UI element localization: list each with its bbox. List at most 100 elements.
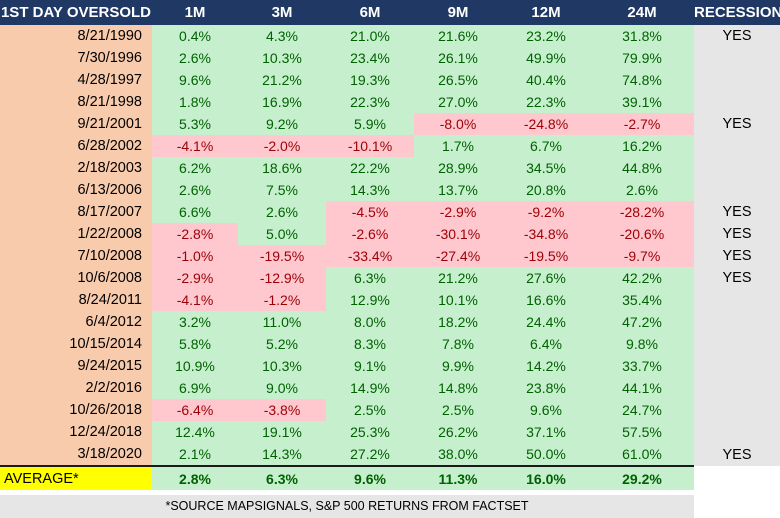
average-value-1m: 2.8% [152, 465, 238, 490]
return-cell-24m: 57.5% [590, 421, 694, 443]
recession-cell [694, 333, 780, 355]
return-cell-24m: -20.6% [590, 223, 694, 245]
return-cell-6m: -2.6% [326, 223, 414, 245]
return-cell-6m: -4.5% [326, 201, 414, 223]
return-cell-1m: 2.6% [152, 179, 238, 201]
recession-cell: YES [694, 25, 780, 47]
return-cell-6m: 12.9% [326, 289, 414, 311]
return-cell-6m: 5.9% [326, 113, 414, 135]
average-value-12m: 16.0% [502, 465, 590, 490]
return-cell-1m: 5.3% [152, 113, 238, 135]
return-cell-1m: 9.6% [152, 69, 238, 91]
return-cell-1m: 2.1% [152, 443, 238, 466]
date-cell: 3/18/2020 [0, 443, 152, 466]
table-row: 2/2/2016 6.9% 9.0% 14.9% 14.8% 23.8% 44.1% [0, 377, 780, 399]
return-cell-3m: -3.8% [238, 399, 326, 421]
col-header-recession: RECESSION [694, 0, 780, 25]
return-cell-3m: 21.2% [238, 69, 326, 91]
return-cell-3m: 18.6% [238, 157, 326, 179]
return-cell-6m: 22.2% [326, 157, 414, 179]
return-cell-6m: 9.1% [326, 355, 414, 377]
recession-cell [694, 157, 780, 179]
return-cell-3m: 7.5% [238, 179, 326, 201]
return-cell-24m: 79.9% [590, 47, 694, 69]
return-cell-9m: 26.1% [414, 47, 502, 69]
return-cell-9m: 21.6% [414, 25, 502, 47]
recession-cell [694, 91, 780, 113]
return-cell-9m: -8.0% [414, 113, 502, 135]
return-cell-12m: 22.3% [502, 91, 590, 113]
table-row: 1/22/2008 -2.8% 5.0% -2.6% -30.1% -34.8% -20.6… [0, 223, 780, 245]
col-header-12m: 12M [502, 0, 590, 25]
date-cell: 7/30/1996 [0, 47, 152, 69]
average-value-9m: 11.3% [414, 465, 502, 490]
date-cell: 2/2/2016 [0, 377, 152, 399]
return-cell-9m: -30.1% [414, 223, 502, 245]
return-cell-1m: 5.8% [152, 333, 238, 355]
return-cell-3m: 19.1% [238, 421, 326, 443]
return-cell-24m: 44.8% [590, 157, 694, 179]
return-cell-3m: 2.6% [238, 201, 326, 223]
date-cell: 12/24/2018 [0, 421, 152, 443]
col-header-date: 1ST DAY OVERSOLD [0, 0, 152, 25]
table-row: 8/21/1998 1.8% 16.9% 22.3% 27.0% 22.3% 39.1% [0, 91, 780, 113]
return-cell-6m: 21.0% [326, 25, 414, 47]
return-cell-9m: 14.8% [414, 377, 502, 399]
average-row: AVERAGE* 2.8% 6.3% 9.6% 11.3% 16.0% 29.2… [0, 465, 780, 490]
return-cell-12m: 40.4% [502, 69, 590, 91]
table-row: 2/18/2003 6.2% 18.6% 22.2% 28.9% 34.5% 44.8% [0, 157, 780, 179]
return-cell-12m: 14.2% [502, 355, 590, 377]
return-cell-12m: 6.4% [502, 333, 590, 355]
table-body: 8/21/1990 0.4% 4.3% 21.0% 21.6% 23.2% 31.8% YES… [0, 25, 780, 466]
date-cell: 10/15/2014 [0, 333, 152, 355]
return-cell-6m: 22.3% [326, 91, 414, 113]
return-cell-3m: 16.9% [238, 91, 326, 113]
recession-cell [694, 355, 780, 377]
col-header-1m: 1M [152, 0, 238, 25]
return-cell-3m: 11.0% [238, 311, 326, 333]
return-cell-12m: 20.8% [502, 179, 590, 201]
table-row: 10/6/2008 -2.9% -12.9% 6.3% 21.2% 27.6% 42.2% Y… [0, 267, 780, 289]
return-cell-1m: -6.4% [152, 399, 238, 421]
average-blank [694, 466, 780, 490]
average-value-6m: 9.6% [326, 465, 414, 490]
return-cell-9m: -2.9% [414, 201, 502, 223]
table-row: 8/21/1990 0.4% 4.3% 21.0% 21.6% 23.2% 31.8% YES [0, 25, 780, 47]
return-cell-9m: 7.8% [414, 333, 502, 355]
return-cell-3m: -2.0% [238, 135, 326, 157]
return-cell-12m: 16.6% [502, 289, 590, 311]
return-cell-24m: 2.6% [590, 179, 694, 201]
return-cell-9m: 1.7% [414, 135, 502, 157]
return-cell-3m: 10.3% [238, 355, 326, 377]
return-cell-12m: -19.5% [502, 245, 590, 267]
return-cell-6m: -10.1% [326, 135, 414, 157]
date-cell: 6/13/2006 [0, 179, 152, 201]
return-cell-24m: -2.7% [590, 113, 694, 135]
recession-cell [694, 421, 780, 443]
table-row: 7/10/2008 -1.0% -19.5% -33.4% -27.4% -19.5% -9… [0, 245, 780, 267]
recession-cell: YES [694, 223, 780, 245]
return-cell-6m: 2.5% [326, 399, 414, 421]
date-cell: 6/4/2012 [0, 311, 152, 333]
return-cell-1m: 1.8% [152, 91, 238, 113]
return-cell-12m: 6.7% [502, 135, 590, 157]
return-cell-1m: 12.4% [152, 421, 238, 443]
return-cell-24m: 39.1% [590, 91, 694, 113]
return-cell-12m: 9.6% [502, 399, 590, 421]
return-cell-6m: 23.4% [326, 47, 414, 69]
return-cell-9m: 26.2% [414, 421, 502, 443]
return-cell-9m: 10.1% [414, 289, 502, 311]
recession-cell: YES [694, 113, 780, 135]
return-cell-6m: 25.3% [326, 421, 414, 443]
return-cell-24m: 61.0% [590, 443, 694, 466]
recession-cell [694, 135, 780, 157]
average-value-24m: 29.2% [590, 465, 694, 490]
return-cell-24m: 9.8% [590, 333, 694, 355]
col-header-6m: 6M [326, 0, 414, 25]
return-cell-9m: 27.0% [414, 91, 502, 113]
return-cell-1m: -1.0% [152, 245, 238, 267]
return-cell-24m: 47.2% [590, 311, 694, 333]
recession-cell: YES [694, 245, 780, 267]
date-cell: 8/24/2011 [0, 289, 152, 311]
average-label: AVERAGE* [0, 465, 152, 490]
